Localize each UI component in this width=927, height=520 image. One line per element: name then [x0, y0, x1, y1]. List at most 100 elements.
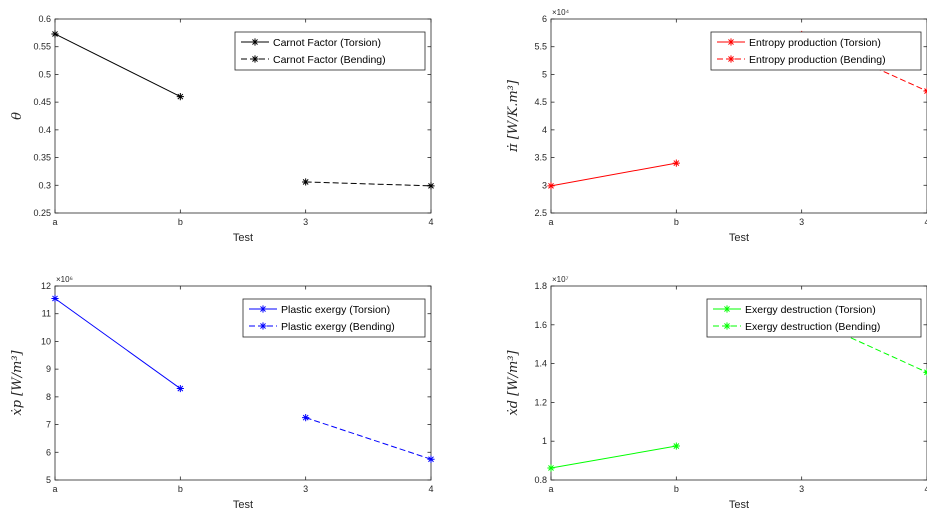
legend-entry: Carnot Factor (Bending) — [273, 54, 386, 66]
legend-marker — [259, 305, 267, 313]
legend-marker — [727, 38, 735, 46]
x-tick-label: b — [178, 484, 183, 494]
x-tick-label: a — [548, 217, 553, 227]
legend-marker — [259, 322, 267, 330]
x-tick-label: 3 — [303, 484, 308, 494]
y-axis-label: ẋp [W/m³] — [10, 349, 25, 415]
y-tick-label: 5 — [46, 475, 51, 485]
y-tick-label: 3 — [542, 180, 547, 190]
y-tick-label: 4 — [542, 125, 547, 135]
x-axis-label: Test — [233, 232, 253, 244]
x-tick-label: a — [548, 484, 553, 494]
x-axis-label: Test — [233, 499, 253, 511]
legend-entry: Entropy production (Bending) — [749, 54, 886, 66]
legend-entry: Exergy destruction (Bending) — [745, 321, 880, 333]
y-tick-label: 1.6 — [534, 320, 547, 330]
data-point — [547, 182, 555, 190]
data-point — [302, 414, 310, 422]
y-tick-label: 1.4 — [534, 359, 547, 369]
y-tick-label: 1.8 — [534, 281, 547, 291]
series-1 — [51, 294, 184, 393]
series-line — [550, 445, 677, 469]
x-tick-label: 3 — [799, 484, 804, 494]
data-point — [176, 384, 184, 393]
y-tick-label: 4.5 — [534, 97, 547, 107]
series-1 — [51, 30, 184, 101]
series-line — [54, 33, 181, 98]
legend-entry: Plastic exergy (Bending) — [281, 321, 395, 333]
x-axis-label: Test — [729, 499, 749, 511]
y-tick-label: 5.5 — [534, 42, 547, 52]
data-point — [427, 455, 435, 463]
x-tick-label: 4 — [924, 484, 927, 494]
data-point — [176, 93, 184, 101]
legend-marker — [251, 38, 259, 46]
legend-marker — [727, 55, 735, 63]
y-tick-label: 9 — [46, 364, 51, 374]
data-point — [51, 30, 59, 38]
chart-panel-2: a b 3 4 2.5 3 3.5 4 4.5 5 5.5 6 ×10⁴ Test π̇ [W/K.m³] E… — [506, 8, 927, 244]
x-tick-label: 3 — [303, 217, 308, 227]
y-tick-label: 0.5 — [38, 69, 51, 79]
y-tick-label: 0.25 — [33, 208, 51, 218]
legend-box — [710, 31, 922, 71]
y-tick-label: 0.55 — [33, 42, 51, 52]
legend-box — [234, 31, 426, 71]
legend-box — [242, 298, 426, 338]
series-line — [54, 298, 181, 389]
y-tick-label: 11 — [42, 309, 51, 319]
y-tick-label: 7 — [46, 420, 51, 430]
x-tick-label: b — [674, 484, 679, 494]
x-tick-label: b — [674, 217, 679, 227]
x-axis-label: Test — [729, 232, 749, 244]
legend-entry: Exergy destruction (Torsion) — [745, 304, 876, 316]
legend-marker — [251, 55, 259, 63]
y-tick-label: 5 — [542, 69, 547, 79]
data-point — [547, 464, 555, 472]
y-tick-label: 0.35 — [33, 153, 51, 163]
legend: Plastic exergy (Torsion) Plastic exergy (… — [242, 298, 426, 338]
x-tick-label: a — [52, 484, 57, 494]
x-tick-label: a — [52, 217, 57, 227]
legend-entry: Carnot Factor (Torsion) — [273, 37, 381, 49]
legend: Carnot Factor (Torsion) Carnot Factor (Be… — [234, 31, 426, 71]
y-tick-label: 0.45 — [33, 97, 51, 107]
data-point — [672, 159, 680, 167]
chart-panel-4: a b 3 4 0.8 1 1.2 1.4 1.6 1.8 ×10⁷ Test ẋd [W/m³] Exe… — [506, 275, 927, 511]
x-tick-label: 4 — [428, 484, 433, 494]
data-point — [302, 178, 310, 186]
y-tick-label: 1 — [542, 436, 547, 446]
series-1 — [547, 442, 680, 472]
y-tick-label: 3.5 — [534, 153, 547, 163]
y-tick-label: 8 — [46, 392, 51, 402]
y-tick-label: 10 — [41, 336, 51, 346]
y-tick-label: 0.4 — [38, 125, 51, 135]
legend-marker — [723, 305, 731, 313]
legend: Exergy destruction (Torsion) Exergy destr… — [706, 298, 922, 338]
series-line — [305, 181, 432, 187]
y-tick-label: 6 — [542, 14, 547, 24]
y-axis-label: π̇ [W/K.m³] — [506, 79, 521, 153]
chart-panel-3: a b 3 4 5 6 7 8 9 10 11 12 ×10⁶ Test ẋp [W/m³] Plastic … — [10, 275, 435, 511]
series-1 — [547, 159, 680, 190]
x-tick-label: 4 — [924, 217, 927, 227]
y-multiplier: ×10⁶ — [56, 275, 73, 284]
data-point — [427, 182, 435, 190]
legend-entry: Plastic exergy (Torsion) — [281, 304, 390, 316]
y-tick-label: 0.8 — [534, 475, 547, 485]
y-axis-label: θ — [10, 112, 25, 120]
chart-panel-1: a b 3 4 0.25 0.3 0.35 0.4 0.45 0.5 0.55 0.6 Test θ Car… — [10, 14, 435, 244]
y-tick-label: 0.6 — [38, 14, 51, 24]
y-tick-label: 6 — [46, 447, 51, 457]
y-tick-label: 2.5 — [534, 208, 547, 218]
series-line — [550, 162, 677, 187]
series-2 — [302, 178, 435, 190]
y-tick-label: 0.3 — [38, 180, 51, 190]
data-point — [51, 294, 59, 303]
x-tick-label: 4 — [428, 217, 433, 227]
data-point — [672, 442, 680, 450]
legend-marker — [723, 322, 731, 330]
x-tick-label: 3 — [799, 217, 804, 227]
y-multiplier: ×10⁷ — [552, 275, 569, 284]
